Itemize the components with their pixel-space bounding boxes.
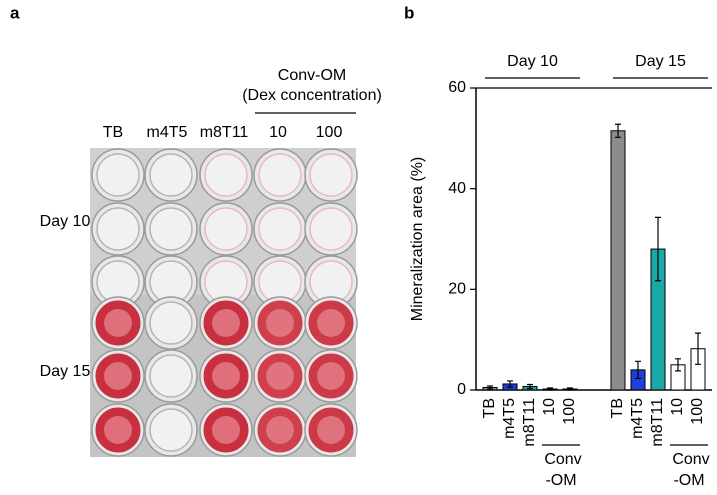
bracket-label: Conv: [544, 451, 581, 468]
well: [149, 408, 193, 452]
well: [149, 301, 193, 345]
well: [309, 207, 353, 251]
error-bar: [615, 123, 621, 138]
x-tick-label: 10: [669, 398, 686, 416]
well-center: [212, 362, 240, 390]
bracket-label: Conv: [672, 451, 709, 468]
y-tick-label: 0: [457, 381, 466, 398]
x-tick-label: 100: [689, 398, 706, 425]
well: [96, 153, 140, 197]
row-label: Day 10: [40, 213, 91, 230]
well-center: [317, 416, 345, 444]
column-label: m8T11: [200, 124, 249, 141]
panel-label: a: [10, 3, 20, 22]
error-bar: [675, 358, 681, 372]
well-center: [104, 309, 132, 337]
error-bar: [487, 385, 493, 390]
well-center: [212, 416, 240, 444]
well-center: [104, 416, 132, 444]
row-label: Day 15: [40, 363, 91, 380]
group-label: Day 15: [635, 53, 686, 70]
group-label: Day 10: [507, 53, 558, 70]
group-subheader: (Dex concentration): [242, 87, 382, 104]
well-center: [317, 362, 345, 390]
panel-label: b: [404, 3, 414, 22]
x-tick-label: TB: [481, 398, 498, 418]
y-tick-label: 20: [448, 281, 466, 298]
well: [96, 207, 140, 251]
y-tick-label: 60: [448, 79, 466, 96]
error-bar: [527, 383, 533, 390]
well: [149, 207, 193, 251]
well-center: [266, 416, 294, 444]
y-axis-title: Mineralization area (%): [409, 157, 426, 322]
x-tick-label: 100: [561, 398, 578, 425]
well: [258, 153, 302, 197]
x-tick-label: m8T11: [649, 398, 666, 447]
group-header: Conv-OM: [278, 67, 346, 84]
error-bar: [635, 360, 641, 380]
error-bar: [567, 387, 573, 391]
error-bar: [695, 332, 701, 365]
x-tick-label: m4T5: [501, 398, 518, 439]
well: [149, 153, 193, 197]
bracket-label: -OM: [673, 472, 704, 489]
x-tick-label: m4T5: [629, 398, 646, 439]
well: [204, 153, 248, 197]
error-bar: [547, 387, 553, 391]
x-tick-label: m8T11: [521, 398, 538, 447]
column-label: 100: [316, 124, 343, 141]
well-center: [266, 362, 294, 390]
well-center: [266, 309, 294, 337]
error-bar: [507, 380, 513, 388]
well: [309, 153, 353, 197]
x-tick-label: 10: [541, 398, 558, 416]
error-bar: [655, 216, 661, 282]
x-tick-label: TB: [609, 398, 626, 418]
well-center: [104, 362, 132, 390]
well-center: [317, 309, 345, 337]
well-center: [212, 309, 240, 337]
well: [258, 207, 302, 251]
column-label: m4T5: [147, 124, 188, 141]
well: [149, 354, 193, 398]
column-label: 10: [269, 124, 287, 141]
well: [204, 207, 248, 251]
column-label: TB: [103, 124, 123, 141]
bar: [610, 130, 626, 391]
y-tick-label: 40: [448, 180, 466, 197]
bracket-label: -OM: [545, 472, 576, 489]
